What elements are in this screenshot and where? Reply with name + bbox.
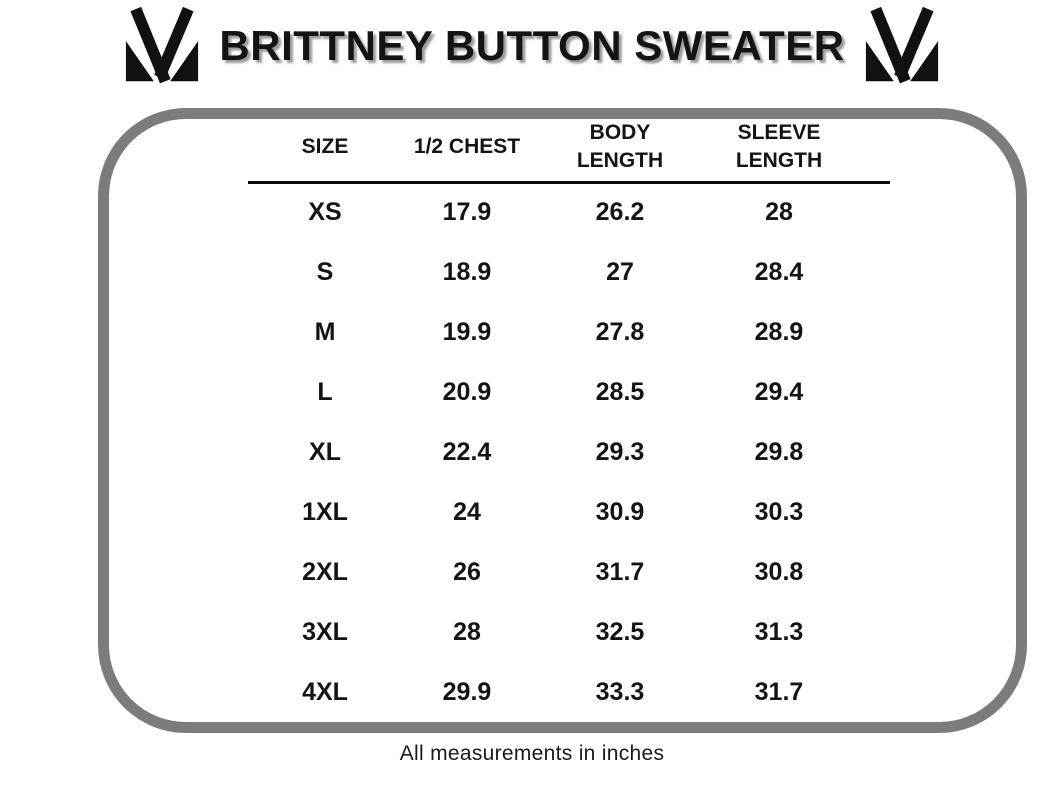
chart-frame — [98, 108, 1027, 733]
brand-monogram-icon — [121, 4, 203, 88]
measurement-cell: 26 — [453, 557, 481, 586]
measurements-note: All measurements in inches — [399, 742, 665, 765]
size-cell: 3XL — [302, 617, 348, 646]
table-row: XL 22.4 29.3 29.8 — [248, 422, 890, 482]
size-table: SIZE 1/2 CHEST BODY LENGTH SLEEVE LENGTH XS… — [248, 118, 890, 722]
column-header: SLEEVE LENGTH — [708, 118, 890, 184]
table-row: L 20.9 28.5 29.4 — [248, 362, 890, 422]
measurement-cell: 30.3 — [754, 497, 804, 526]
table-row: 2XL 26 31.7 30.8 — [248, 542, 890, 602]
measurement-cell: 30.8 — [754, 557, 804, 586]
header: BRITTNEY BUTTON SWEATER — [0, 4, 1064, 88]
table-row: 4XL 29.9 33.3 31.7 — [248, 662, 890, 722]
measurement-cell: 29.4 — [754, 377, 804, 406]
table-row: 3XL 28 32.5 31.3 — [248, 602, 890, 662]
measurement-cell: 28.9 — [754, 317, 804, 346]
measurement-cell: 26.2 — [595, 198, 645, 227]
column-header: SIZE — [248, 118, 402, 184]
table-row: 1XL 24 30.9 30.3 — [248, 482, 890, 542]
measurement-cell: 31.7 — [595, 557, 645, 586]
measurement-cell: 28 — [765, 198, 793, 227]
measurement-cell: 30.9 — [595, 497, 645, 526]
measurement-cell: 31.3 — [754, 617, 804, 646]
measurement-cell: 28.5 — [595, 377, 645, 406]
measurement-cell: 20.9 — [442, 377, 492, 406]
measurement-cell: 28.4 — [754, 257, 804, 286]
measurement-cell: 33.3 — [595, 677, 645, 706]
measurement-cell: 19.9 — [442, 317, 492, 346]
size-table-body: XS 17.9 26.2 28 S 18.9 27 28.4 M 19.9 27.8 28.9 L 20.… — [248, 182, 890, 722]
page-title: BRITTNEY BUTTON SWEATER — [219, 22, 845, 69]
measurement-cell: 29.8 — [754, 437, 804, 466]
measurement-cell: 32.5 — [595, 617, 645, 646]
size-cell: XL — [309, 437, 341, 466]
brand-monogram-icon — [861, 4, 943, 88]
size-cell: 1XL — [302, 497, 348, 526]
size-cell: S — [316, 257, 334, 286]
measurement-cell: 27 — [606, 257, 634, 286]
size-cell: M — [314, 317, 336, 346]
size-cell: XS — [308, 198, 342, 227]
measurement-cell: 18.9 — [442, 257, 492, 286]
measurement-cell: 27.8 — [595, 317, 645, 346]
header-row: SIZE 1/2 CHEST BODY LENGTH SLEEVE LENGTH — [248, 118, 890, 184]
measurement-cell: 28 — [453, 617, 481, 646]
measurement-cell: 17.9 — [442, 198, 492, 227]
measurement-cell: 24 — [453, 497, 481, 526]
table-row: S 18.9 27 28.4 — [248, 242, 890, 302]
measurement-cell: 22.4 — [442, 437, 492, 466]
table-row: XS 17.9 26.2 28 — [248, 182, 890, 242]
column-header: 1/2 CHEST — [402, 118, 532, 184]
size-cell: 4XL — [302, 677, 348, 706]
measurement-cell: 29.9 — [442, 677, 492, 706]
measurement-cell: 29.3 — [595, 437, 645, 466]
size-cell: L — [317, 377, 333, 406]
measurement-cell: 31.7 — [754, 677, 804, 706]
table-row: M 19.9 27.8 28.9 — [248, 302, 890, 362]
column-header: BODY LENGTH — [532, 118, 708, 184]
size-cell: 2XL — [302, 557, 348, 586]
